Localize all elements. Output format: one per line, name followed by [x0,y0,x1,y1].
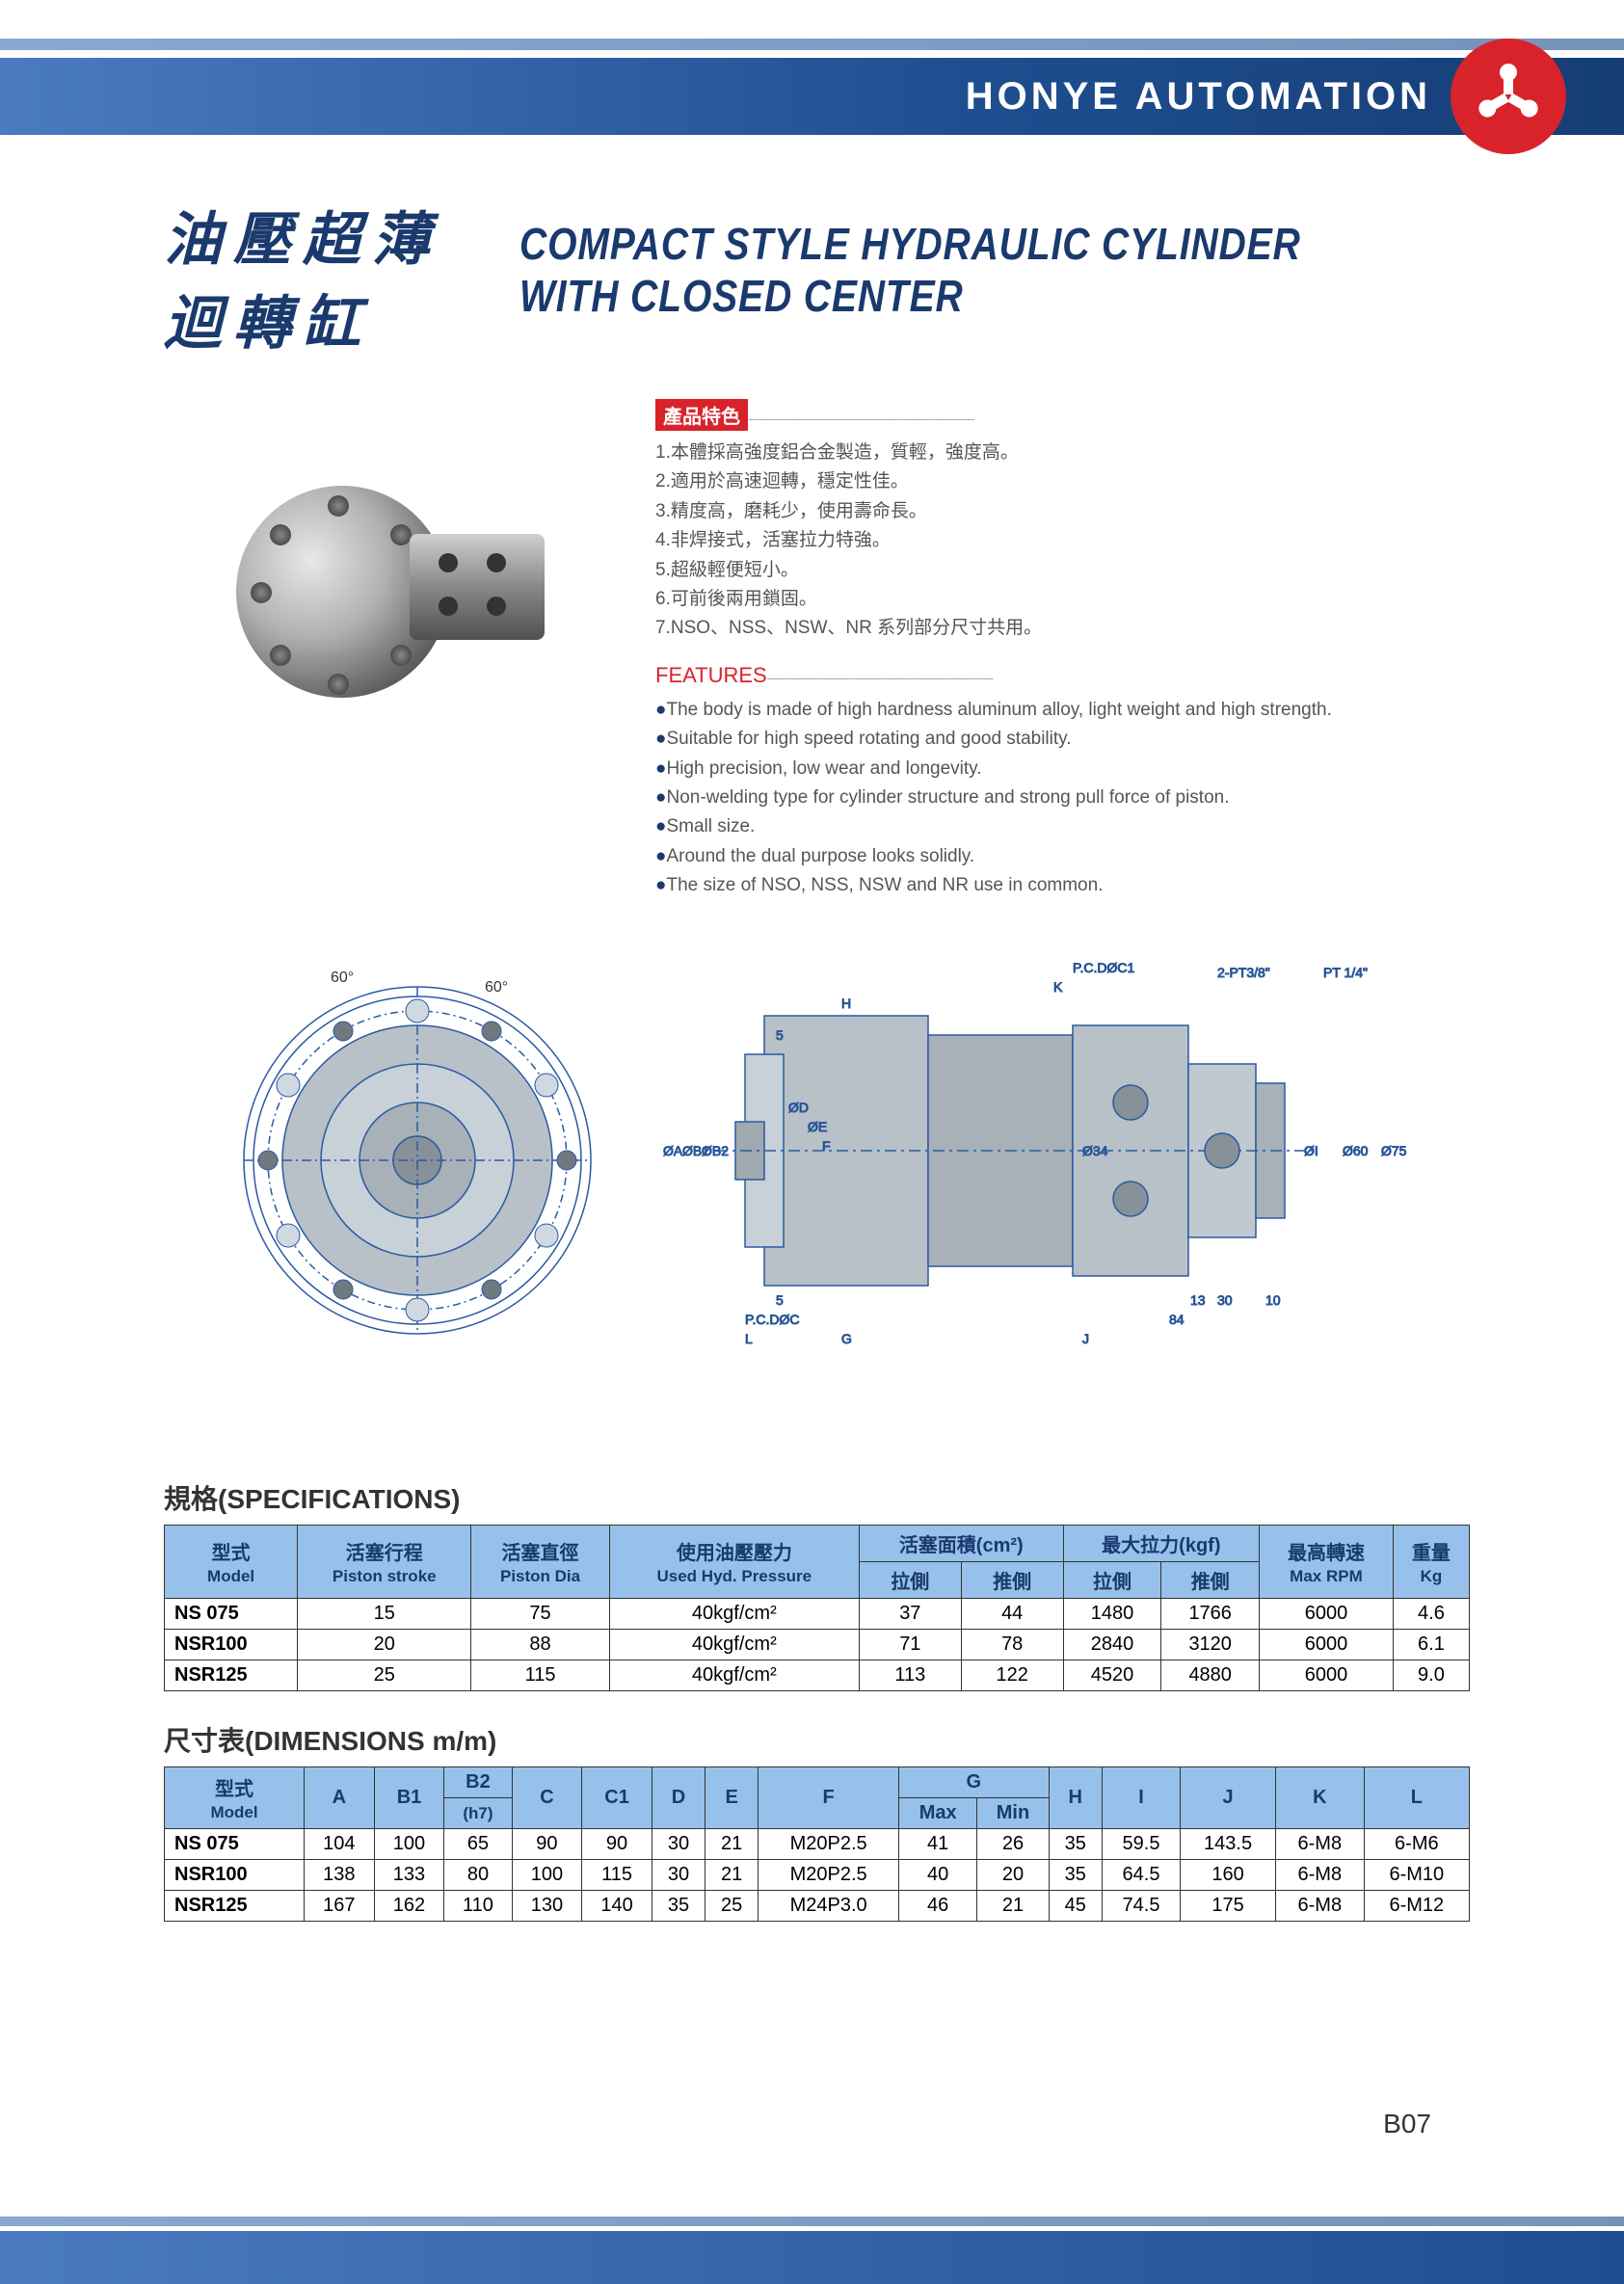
side-view-diagram: P.C.DØC1 K 2-PT3/8" PT 1/4" H 5 ØA ØB1 Ø… [649,958,1420,1363]
svg-text:2-PT3/8": 2-PT3/8" [1217,965,1270,980]
footer-stripe-thin [0,2217,1624,2226]
feature-en-item: ●Non-welding type for cylinder structure… [655,783,1470,812]
divider-line: ----------------------------------------… [767,670,993,685]
svg-text:PT 1/4": PT 1/4" [1323,965,1368,980]
svg-text:30: 30 [1217,1292,1233,1308]
title-chinese: 油壓超薄迴轉缸 [164,193,481,360]
brand-logo-icon [1451,39,1566,154]
feature-cn-item: 4.非焊接式，活塞拉力特強。 [655,526,1470,555]
svg-text:13: 13 [1190,1292,1206,1308]
page-number: B07 [1383,2109,1431,2139]
table-row: NSR100138133801001153021M20P2.540203564.… [165,1860,1470,1891]
table-row: NSR1251671621101301403525M24P3.046214574… [165,1891,1470,1922]
feature-cn-item: 5.超級輕便短小。 [655,556,1470,585]
feature-cn-item: 6.可前後兩用鎖固。 [655,585,1470,614]
table-row: NSR100208840kgf/cm²71782840312060006.1 [165,1630,1470,1660]
svg-text:P.C.DØC1: P.C.DØC1 [1073,960,1135,975]
features-en-header: FEATURES [655,663,767,687]
features-en-list: ●The body is made of high hardness alumi… [655,696,1470,901]
feature-en-item: ●The body is made of high hardness alumi… [655,696,1470,725]
feature-cn-item: 2.適用於高速迴轉，穩定性佳。 [655,467,1470,496]
svg-text:60°: 60° [331,969,354,986]
svg-text:Ø34: Ø34 [1082,1143,1108,1158]
footer-stripe [0,2231,1624,2284]
table-row: NSR1252511540kgf/cm²1131224520488060009.… [165,1660,1470,1691]
svg-text:G: G [841,1331,852,1346]
feature-cn-item: 7.NSO、NSS、NSW、NR 系列部分尺寸共用。 [655,614,1470,643]
svg-text:Ø75: Ø75 [1381,1143,1407,1158]
svg-text:84: 84 [1169,1312,1185,1327]
svg-text:ØE: ØE [808,1119,827,1134]
svg-text:K: K [1053,979,1063,995]
features-cn-header: 產品特色 [655,399,748,431]
svg-text:P.C.DØC: P.C.DØC [745,1312,800,1327]
technical-drawings: 60° 60° P.C.DØC1 [164,958,1470,1363]
feature-en-item: ●High precision, low wear and longevity. [655,755,1470,783]
divider-line: ----------------------------------------… [748,411,973,426]
dimensions-table: 型式Model A B1 B2 C C1 D E F G H I J K L [164,1766,1470,1922]
feature-en-item: ●The size of NSO, NSS, NSW and NR use in… [655,871,1470,900]
svg-text:60°: 60° [485,979,508,996]
svg-text:5: 5 [776,1292,784,1308]
svg-text:5: 5 [776,1027,784,1043]
feature-cn-item: 1.本體採高強度鋁合金製造，質輕，強度高。 [655,438,1470,467]
product-photo [164,399,617,784]
dim-title: 尺寸表(DIMENSIONS m/m) [164,1720,1470,1759]
feature-en-item: ●Suitable for high speed rotating and go… [655,725,1470,754]
svg-text:10: 10 [1265,1292,1281,1308]
page-title: 油壓超薄迴轉缸 COMPACT STYLE HYDRAULIC CYLINDER… [164,193,1470,360]
title-english: COMPACT STYLE HYDRAULIC CYLINDER WITH CL… [519,218,1327,322]
feature-en-item: ●Small size. [655,812,1470,841]
table-row: NS 0751041006590903021M20P2.541263559.51… [165,1829,1470,1860]
svg-text:J: J [1082,1331,1089,1346]
feature-cn-item: 3.精度高，磨耗少，使用壽命長。 [655,497,1470,526]
feature-en-item: ●Around the dual purpose looks solidly. [655,842,1470,871]
specifications-table: 型式Model 活塞行程Piston stroke 活塞直徑Piston Dia… [164,1525,1470,1691]
features-cn-list: 1.本體採高強度鋁合金製造，質輕，強度高。 2.適用於高速迴轉，穩定性佳。 3.… [655,438,1470,644]
svg-text:ØI: ØI [1304,1143,1318,1158]
table-row: NS 075157540kgf/cm²37441480176660004.6 [165,1599,1470,1630]
svg-text:ØA: ØA [663,1143,683,1158]
svg-text:ØD: ØD [788,1100,809,1115]
brand-name: HONYE AUTOMATION [966,75,1431,119]
svg-text:Ø60: Ø60 [1343,1143,1369,1158]
svg-text:L: L [745,1331,753,1346]
front-view-diagram: 60° 60° [215,958,620,1363]
svg-text:F: F [822,1138,831,1154]
header-banner: HONYE AUTOMATION [0,0,1624,164]
svg-text:ØB2: ØB2 [702,1143,729,1158]
svg-text:H: H [841,996,851,1011]
spec-title: 規格(SPECIFICATIONS) [164,1478,1470,1517]
